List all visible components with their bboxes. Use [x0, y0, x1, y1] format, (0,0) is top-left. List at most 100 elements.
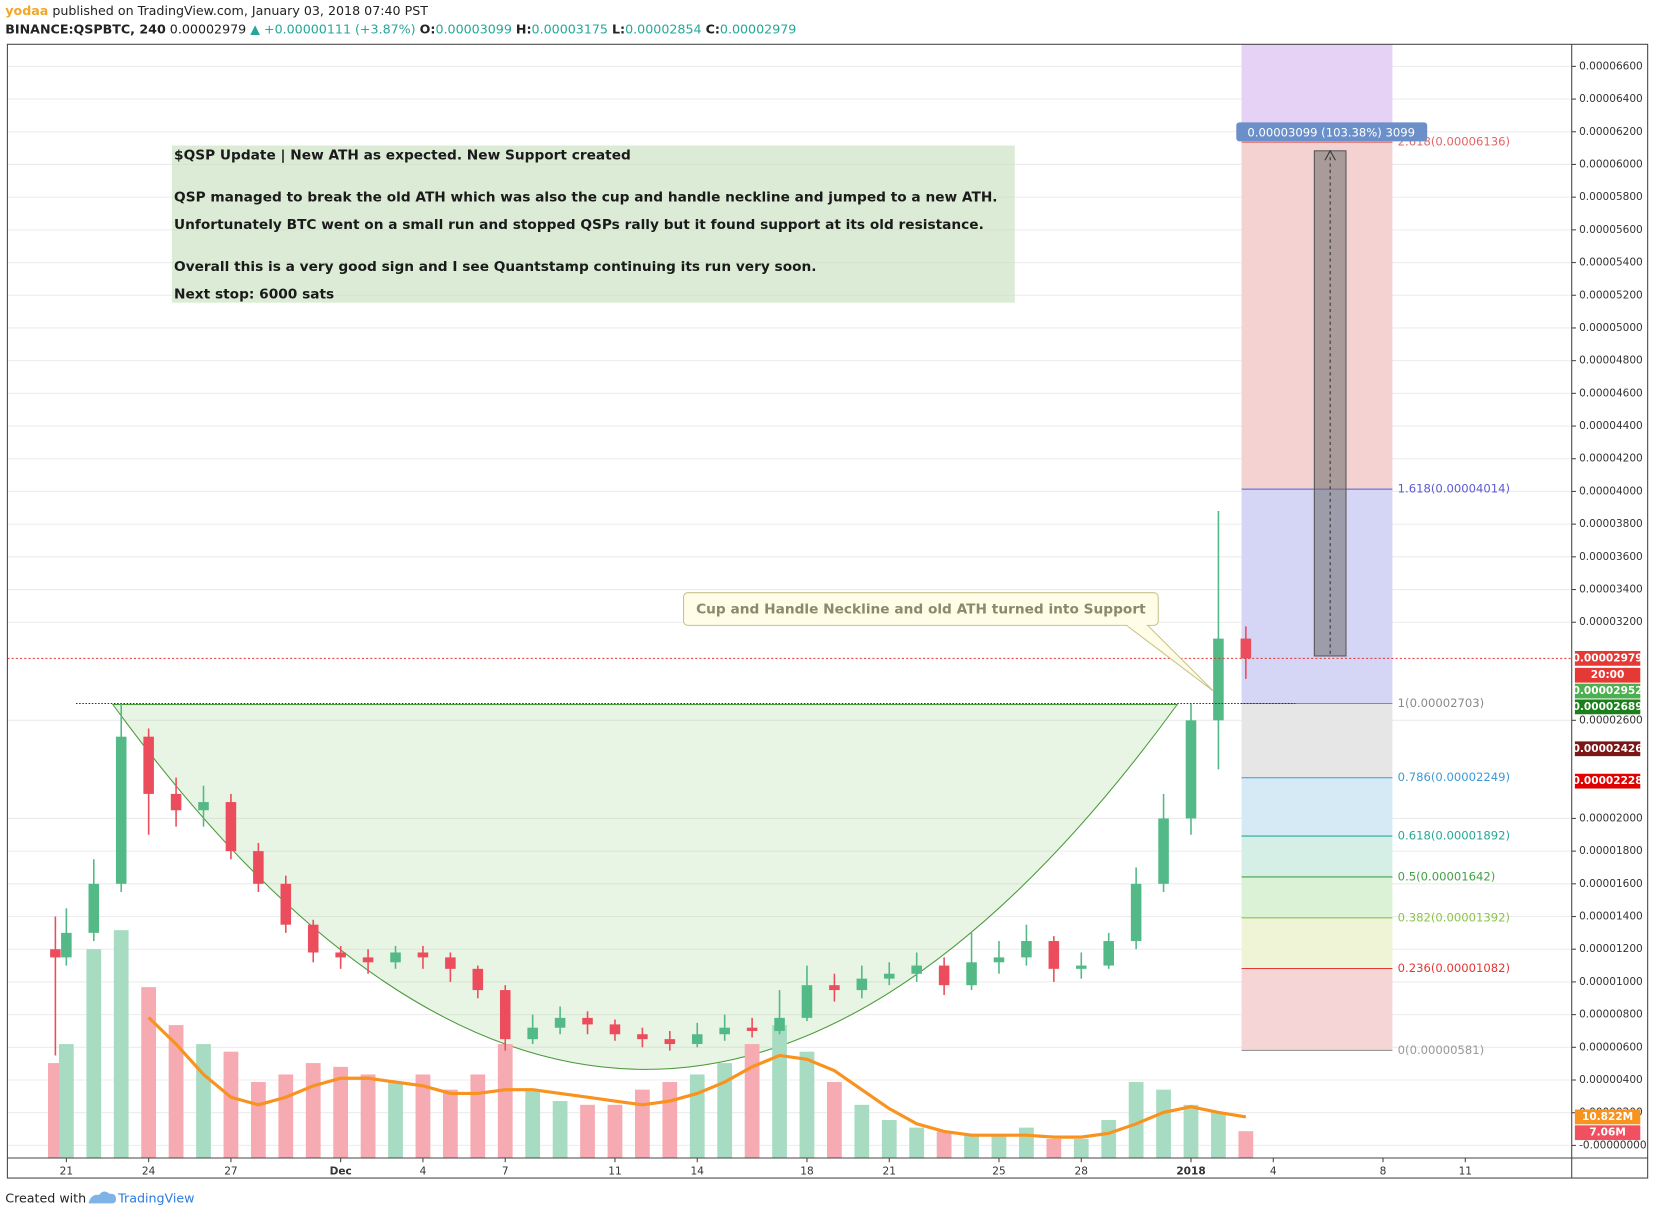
- volume-bar: [415, 1074, 431, 1158]
- callout-pointer: [1126, 624, 1214, 692]
- ohlc-value: 0.00002979: [720, 22, 796, 37]
- volume-bar: [333, 1066, 349, 1158]
- candle-body: [1130, 883, 1142, 942]
- x-tick-label: 21: [883, 1166, 896, 1178]
- y-tick-label: 0.00004400: [1579, 420, 1643, 432]
- frame: [6, 43, 1649, 1179]
- callout-text: Cup and Handle Neckline and old ATH turn…: [696, 602, 1146, 618]
- y-tick-label: 0.00003400: [1579, 584, 1643, 596]
- y-tick-label: 0.00006400: [1579, 93, 1643, 105]
- y-tick-label: 0.00003200: [1579, 616, 1643, 628]
- x-tick-label: 4: [420, 1166, 427, 1178]
- price-tag: 10.822M: [1582, 1111, 1633, 1123]
- price-tag-bg: [1574, 741, 1641, 757]
- price-tag: 0.00002426: [1573, 743, 1643, 755]
- y-tick-label: -0.00000000: [1579, 1139, 1646, 1151]
- author[interactable]: yodaa: [5, 3, 48, 18]
- measure-label: 0.00003099 (103.38%) 3099: [1247, 125, 1415, 139]
- volume-bar: [141, 987, 157, 1158]
- candle-body: [966, 962, 977, 986]
- y-tick-label: 0.00001400: [1579, 911, 1643, 923]
- volume-bar: [580, 1104, 595, 1158]
- volume-bar: [881, 1120, 897, 1158]
- price-tags: 0.0000297920:000.000029520.000026890.000…: [1573, 650, 1643, 1141]
- header-line: yodaa published on TradingView.com, Janu…: [5, 3, 428, 18]
- candle-body: [88, 883, 100, 933]
- footer-brand[interactable]: TradingView: [117, 1190, 194, 1205]
- y-tick-label: 0.00005000: [1579, 322, 1643, 334]
- volume-bar: [470, 1074, 486, 1158]
- candle-body: [911, 965, 922, 974]
- annotation-line: QSP managed to break the old ATH which w…: [174, 189, 997, 205]
- footer-created: Created with: [5, 1190, 86, 1205]
- x-tick-label: 21: [60, 1166, 73, 1178]
- candle-body: [417, 952, 429, 958]
- candle-body: [50, 949, 61, 958]
- fib-band: [1241, 876, 1393, 918]
- volume-bar: [936, 1131, 952, 1158]
- change: ▲ +0.00000111 (+3.87%): [250, 22, 415, 37]
- candle-body: [829, 985, 840, 991]
- volume-bar: [607, 1104, 623, 1158]
- y-tick-label: 0.00003800: [1579, 518, 1643, 530]
- volume-bar: [305, 1063, 321, 1158]
- volume-bar: [552, 1101, 568, 1158]
- price-tag: 0.00002228: [1573, 775, 1643, 787]
- y-tick-label: 0.00003600: [1579, 551, 1643, 563]
- candle-body: [527, 1027, 538, 1040]
- volume-bar: [58, 1044, 74, 1158]
- volume-bar: [223, 1051, 239, 1158]
- ohlc-key: H:: [516, 22, 532, 37]
- y-tick-label: 0.00004800: [1579, 355, 1643, 367]
- y-tick-label: 0.00000800: [1579, 1009, 1643, 1021]
- volume-bar: [827, 1082, 842, 1158]
- candle-body: [472, 968, 484, 991]
- volume-bar: [964, 1135, 979, 1158]
- candle-body: [609, 1024, 621, 1035]
- price-tag-bg: [1574, 773, 1641, 789]
- x-tick-label: 18: [800, 1166, 813, 1178]
- candles: [50, 511, 1252, 1056]
- volume-bar: [497, 1044, 513, 1158]
- annotation: $QSP Update | New ATH as expected. New S…: [171, 145, 1015, 303]
- volume-bar: [168, 1025, 184, 1158]
- x-tick-label: 25: [992, 1166, 1005, 1178]
- x-tick-label: Dec: [330, 1166, 352, 1178]
- x-tick-label: 2018: [1176, 1166, 1205, 1178]
- candle-body: [143, 736, 154, 794]
- candle-body: [1103, 941, 1114, 966]
- ohlc-key: C:: [706, 22, 720, 37]
- candle-body: [801, 985, 813, 1018]
- volume-bar: [1183, 1104, 1199, 1158]
- candle-body: [938, 965, 950, 986]
- volume-bar: [360, 1074, 376, 1158]
- candle-body: [115, 736, 127, 884]
- volume-bar: [196, 1044, 211, 1158]
- published: published on TradingView.com, January 03…: [52, 3, 428, 18]
- volume-bar: [86, 949, 102, 1158]
- candle-body: [664, 1039, 676, 1045]
- volume-bar: [1211, 1112, 1226, 1158]
- volume-bar: [991, 1135, 1007, 1158]
- volume-bar: [854, 1104, 870, 1158]
- measure-label-bg: [1236, 122, 1428, 142]
- candle-body: [691, 1034, 703, 1045]
- candle-body: [335, 952, 346, 958]
- volume-bar: [1046, 1139, 1062, 1158]
- x-tick-label: 7: [502, 1166, 509, 1178]
- volume-bar: [717, 1063, 733, 1158]
- candle-body: [856, 978, 868, 991]
- volume-bar: [278, 1074, 294, 1158]
- volume-bar: [388, 1082, 403, 1158]
- annotation-box: [171, 145, 1015, 303]
- price-tag-bg: [1574, 699, 1641, 715]
- measure-tool: 0.00003099 (103.38%) 3099: [1236, 122, 1428, 657]
- y-tick-label: 0.00006200: [1579, 126, 1643, 138]
- candle-body: [280, 883, 292, 925]
- y-tick-label: 0.00002000: [1579, 812, 1643, 824]
- x-tick-label: 11: [1459, 1166, 1472, 1178]
- price-tag-bg: [1574, 650, 1641, 666]
- volume-bar: [689, 1074, 705, 1158]
- volume-bar: [442, 1089, 458, 1158]
